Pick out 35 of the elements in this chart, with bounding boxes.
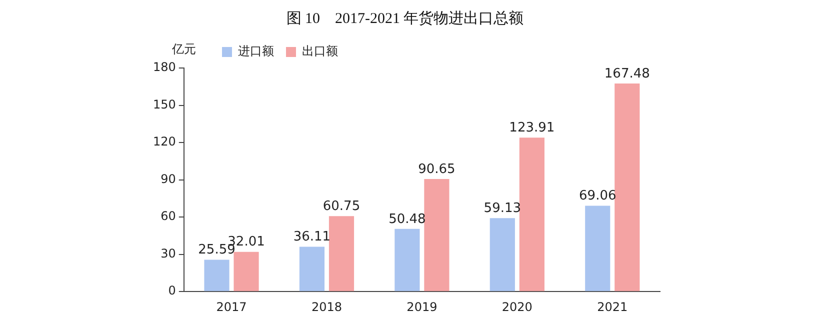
y-tick-label: 150 — [153, 97, 176, 112]
y-tick-label: 180 — [153, 60, 176, 74]
y-tick-label: 30 — [160, 246, 176, 260]
data-label: 90.65 — [418, 162, 456, 177]
bar — [234, 252, 259, 292]
data-label: 25.59 — [198, 242, 236, 258]
y-axis-title: 亿元 — [170, 42, 196, 56]
bar — [424, 178, 450, 292]
data-label: 60.75 — [322, 199, 360, 214]
data-label: 69.06 — [579, 188, 616, 204]
data-label: 123.91 — [509, 120, 555, 136]
y-tick-label: 60 — [160, 209, 176, 224]
y-tick-label: 0 — [168, 284, 176, 298]
bar — [299, 246, 325, 292]
bar — [490, 218, 515, 292]
bar — [585, 206, 610, 292]
x-tick-label: 2020 — [502, 300, 532, 314]
legend-label: 进口额 — [238, 44, 274, 58]
data-label: 59.13 — [484, 201, 522, 216]
legend-label: 出口额 — [302, 44, 338, 58]
y-tick-label: 120 — [153, 134, 176, 149]
x-tick-label: 2019 — [406, 300, 438, 314]
data-label: 36.11 — [293, 230, 331, 245]
bar — [328, 216, 354, 292]
bar — [614, 84, 640, 292]
x-tick-label: 2021 — [597, 300, 628, 314]
y-tick-label: 90 — [160, 172, 176, 186]
x-tick-label: 2017 — [216, 300, 247, 314]
bar — [204, 260, 230, 292]
data-label: 50.48 — [388, 212, 426, 227]
bar — [519, 138, 544, 292]
x-tick-label: 2018 — [311, 300, 342, 314]
data-label: 167.48 — [604, 66, 650, 82]
chart-title: 图 10 2017-2021 年货物进出口总额 — [286, 10, 524, 27]
bar — [394, 228, 420, 292]
